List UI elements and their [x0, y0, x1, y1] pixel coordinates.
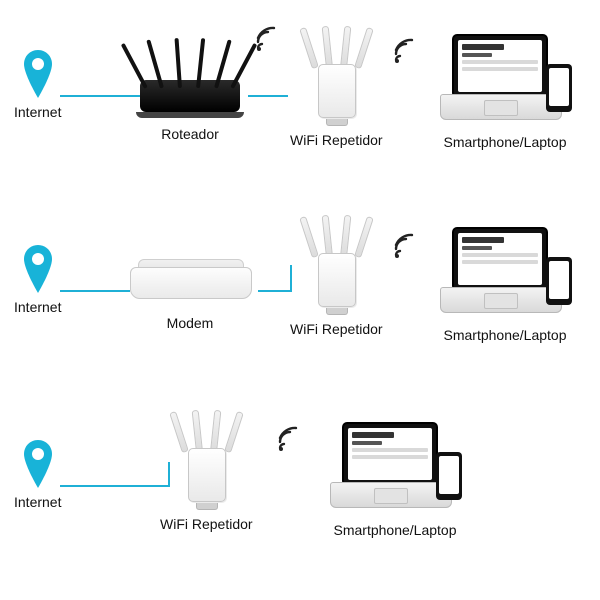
internet-label: Internet [14, 299, 61, 315]
internet-label: Internet [14, 494, 61, 510]
location-pin-icon [20, 243, 56, 295]
repeater-node: WiFi Repetidor [290, 215, 383, 337]
row-3: Internet WiFi Repetidor Smartphone/Lapto… [0, 400, 600, 580]
repeater-icon [296, 215, 376, 315]
location-pin-icon [20, 48, 56, 100]
internet-node: Internet [20, 48, 56, 100]
wifi-icon [390, 36, 420, 66]
router-label: Roteador [161, 126, 219, 142]
row-2: Internet Modem WiFi Repetidor Smart [0, 205, 600, 385]
diagram-canvas: Internet Roteador WiFi Repetidor [0, 0, 600, 600]
internet-label: Internet [14, 104, 61, 120]
connector-line [248, 95, 288, 97]
repeater-label: WiFi Repetidor [160, 516, 253, 532]
router-node: Roteador [130, 30, 250, 142]
repeater-node: WiFi Repetidor [290, 26, 383, 148]
connector-line [60, 95, 140, 97]
modem-node: Modem [120, 249, 260, 331]
laptop-label: Smartphone/Laptop [444, 134, 567, 150]
laptop-node: Smartphone/Laptop [440, 28, 570, 150]
wifi-icon [390, 231, 420, 261]
wifi-icon [252, 24, 282, 54]
repeater-label: WiFi Repetidor [290, 321, 383, 337]
modem-label: Modem [167, 315, 214, 331]
smartphone-icon [546, 64, 572, 112]
modem-icon [120, 249, 260, 309]
repeater-node: WiFi Repetidor [160, 410, 253, 532]
laptop-icon [440, 221, 570, 321]
row-1: Internet Roteador WiFi Repetidor [0, 10, 600, 190]
laptop-label: Smartphone/Laptop [444, 327, 567, 343]
smartphone-icon [546, 257, 572, 305]
laptop-icon [330, 416, 460, 516]
internet-node: Internet [20, 243, 56, 295]
wifi-icon [274, 424, 304, 454]
smartphone-icon [436, 452, 462, 500]
repeater-label: WiFi Repetidor [290, 132, 383, 148]
connector-line [60, 485, 170, 487]
laptop-icon [440, 28, 570, 128]
laptop-label: Smartphone/Laptop [334, 522, 457, 538]
router-icon [130, 30, 250, 120]
laptop-node: Smartphone/Laptop [330, 416, 460, 538]
connector-line [258, 290, 292, 292]
laptop-node: Smartphone/Laptop [440, 221, 570, 343]
repeater-icon [296, 26, 376, 126]
location-pin-icon [20, 438, 56, 490]
repeater-icon [166, 410, 246, 510]
internet-node: Internet [20, 438, 56, 490]
